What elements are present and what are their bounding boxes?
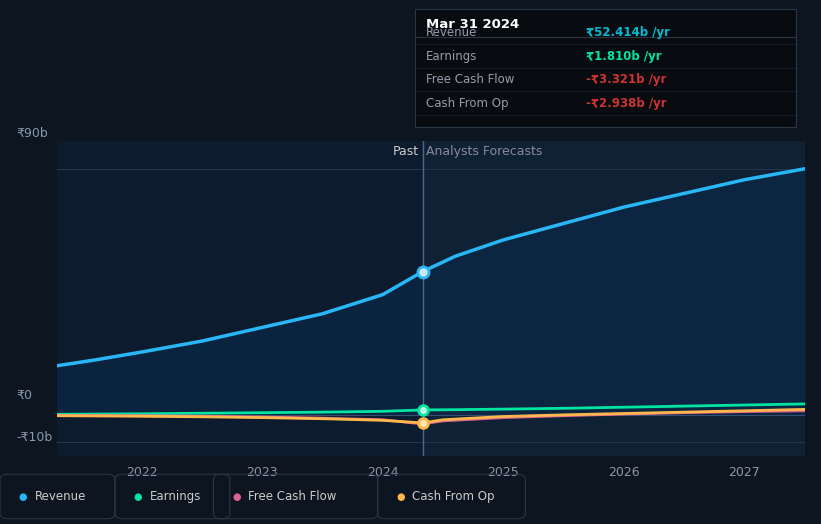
Bar [57,141,423,456]
Text: Free Cash Flow: Free Cash Flow [248,490,337,503]
Text: Revenue: Revenue [426,26,478,39]
Text: -₹10b: -₹10b [16,431,53,444]
Text: Revenue: Revenue [34,490,86,503]
Text: Past: Past [393,145,419,158]
Text: ₹90b: ₹90b [16,127,48,140]
Text: ₹52.414b /yr: ₹52.414b /yr [586,26,671,39]
Text: -₹2.938b /yr: -₹2.938b /yr [586,97,667,110]
Text: Cash From Op: Cash From Op [412,490,494,503]
Text: Analysts Forecasts: Analysts Forecasts [426,145,543,158]
Text: Mar 31 2024: Mar 31 2024 [426,18,520,31]
Text: Cash From Op: Cash From Op [426,97,508,110]
Text: Earnings: Earnings [149,490,201,503]
Text: ●: ● [232,492,241,502]
Text: ●: ● [134,492,142,502]
Text: ₹0: ₹0 [16,389,32,402]
Text: -₹3.321b /yr: -₹3.321b /yr [586,73,667,86]
Text: Free Cash Flow: Free Cash Flow [426,73,515,86]
Text: ₹1.810b /yr: ₹1.810b /yr [586,50,662,62]
Text: Earnings: Earnings [426,50,478,62]
Bar [423,141,805,456]
Text: ●: ● [19,492,27,502]
Text: ●: ● [397,492,405,502]
